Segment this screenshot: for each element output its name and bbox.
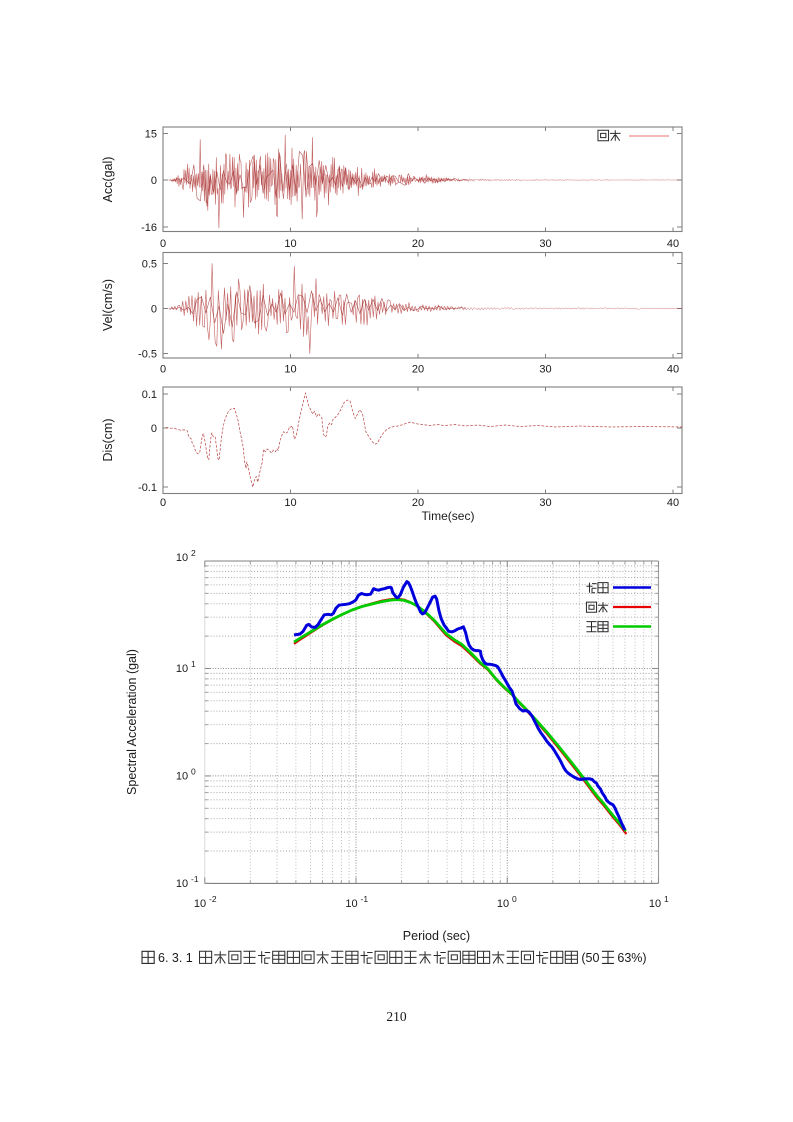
svg-text:Spectral Acceleration (gal): Spectral Acceleration (gal) <box>125 649 139 795</box>
svg-text:-1: -1 <box>191 874 199 884</box>
svg-text:1: 1 <box>664 894 669 904</box>
svg-text:6. 3. 1: 6. 3. 1 <box>158 951 193 965</box>
svg-text:Period (sec): Period (sec) <box>403 929 470 943</box>
svg-text:10: 10 <box>176 663 188 675</box>
svg-text:10: 10 <box>176 771 188 783</box>
svg-text:-0.5: -0.5 <box>138 349 157 361</box>
svg-text:30: 30 <box>539 238 551 250</box>
svg-text:Dis(cm): Dis(cm) <box>101 418 115 461</box>
svg-text:Time(sec): Time(sec) <box>422 509 475 523</box>
svg-text:10: 10 <box>194 898 206 910</box>
svg-text:30: 30 <box>539 364 551 376</box>
svg-text:Vel(cm/s): Vel(cm/s) <box>101 279 115 331</box>
svg-text:10: 10 <box>345 898 357 910</box>
svg-text:10: 10 <box>176 878 188 890</box>
svg-text:20: 20 <box>412 497 424 509</box>
svg-text:0: 0 <box>160 238 166 250</box>
svg-text:1: 1 <box>191 659 196 669</box>
svg-text:10: 10 <box>284 364 296 376</box>
svg-text:40: 40 <box>667 364 679 376</box>
svg-text:0: 0 <box>151 175 157 187</box>
svg-text:-0.1: -0.1 <box>138 482 157 494</box>
svg-text:20: 20 <box>412 364 424 376</box>
svg-text:Acc(gal): Acc(gal) <box>101 157 115 203</box>
svg-text:0: 0 <box>151 304 157 316</box>
svg-text:-16: -16 <box>141 222 157 234</box>
svg-text:210: 210 <box>386 1009 407 1024</box>
svg-text:-2: -2 <box>209 894 217 904</box>
svg-text:20: 20 <box>412 238 424 250</box>
svg-text:0.5: 0.5 <box>142 259 157 271</box>
svg-text:10: 10 <box>176 552 188 564</box>
svg-text:2: 2 <box>191 548 196 558</box>
svg-text:40: 40 <box>667 497 679 509</box>
svg-text:-1: -1 <box>361 894 369 904</box>
svg-text:0: 0 <box>191 767 196 777</box>
svg-text:0: 0 <box>160 497 166 509</box>
svg-text:63%): 63%) <box>617 951 646 965</box>
svg-text:10: 10 <box>497 898 509 910</box>
svg-text:10: 10 <box>649 898 661 910</box>
svg-text:10: 10 <box>284 238 296 250</box>
svg-text:30: 30 <box>539 497 551 509</box>
svg-text:15: 15 <box>145 129 157 141</box>
svg-text:0.1: 0.1 <box>142 389 157 401</box>
svg-text:40: 40 <box>667 238 679 250</box>
svg-text:10: 10 <box>284 497 296 509</box>
svg-text:0: 0 <box>512 894 517 904</box>
svg-text:(50: (50 <box>581 951 599 965</box>
svg-text:0: 0 <box>151 423 157 435</box>
svg-text:0: 0 <box>160 364 166 376</box>
